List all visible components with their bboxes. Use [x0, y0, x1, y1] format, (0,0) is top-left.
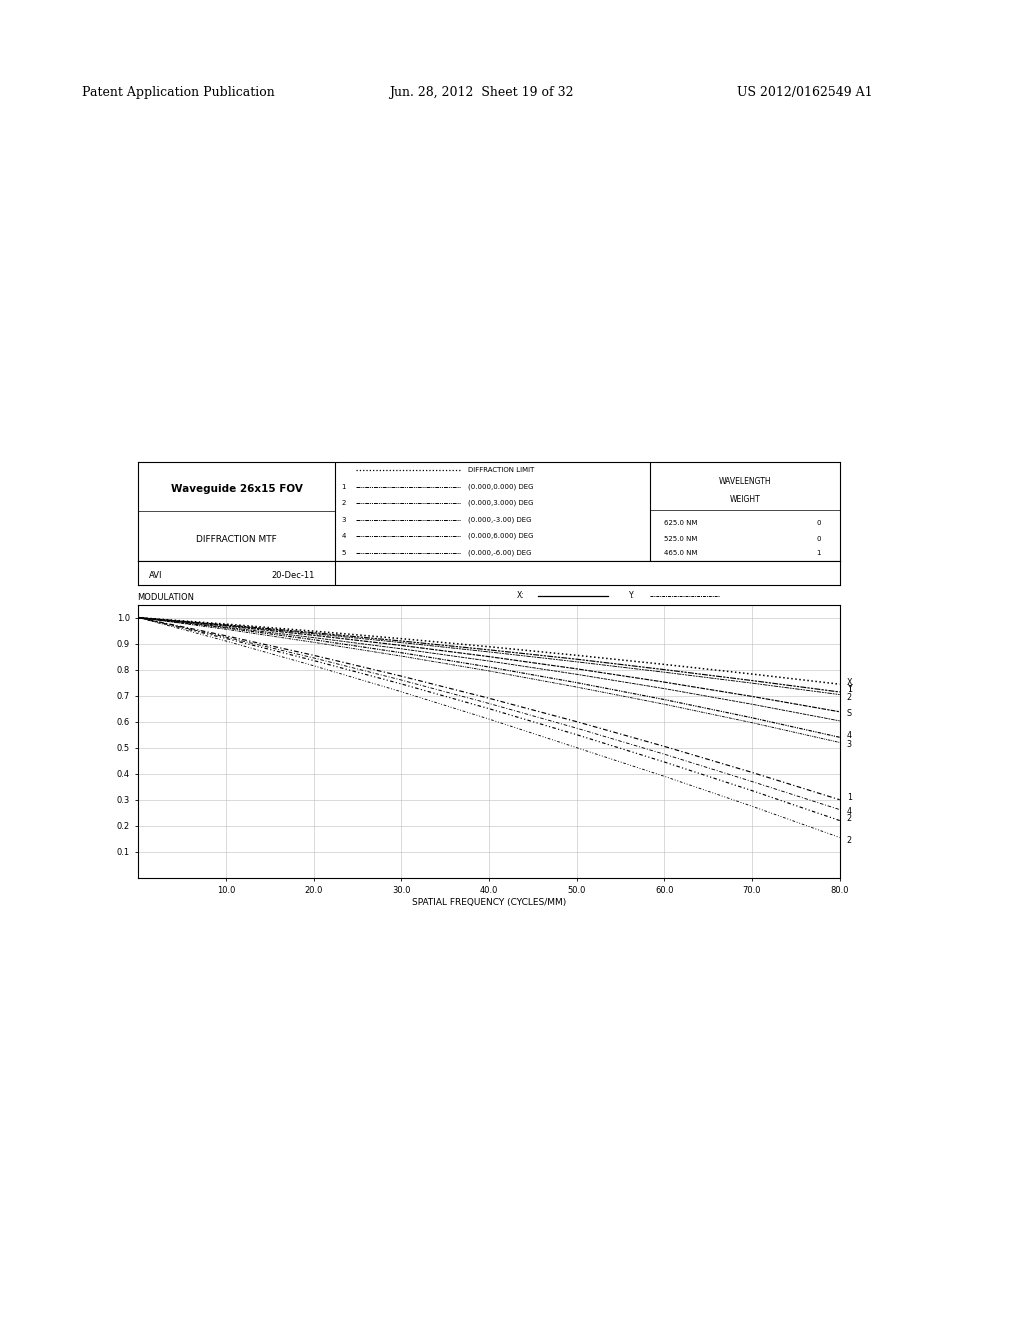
Text: AVI: AVI [148, 570, 162, 579]
Text: 3: 3 [847, 741, 852, 748]
Text: 1: 1 [847, 685, 852, 694]
Text: (0.000,-3.00) DEG: (0.000,-3.00) DEG [468, 516, 531, 523]
Text: Waveguide 26x15 FOV: Waveguide 26x15 FOV [171, 483, 302, 494]
Text: Y: Y [847, 684, 851, 693]
Text: (0.000,-6.00) DEG: (0.000,-6.00) DEG [468, 549, 531, 556]
Text: DIFFRACTION LIMIT: DIFFRACTION LIMIT [468, 467, 535, 474]
Text: (0.000,6.000) DEG: (0.000,6.000) DEG [468, 533, 534, 540]
Text: 1: 1 [816, 550, 821, 556]
Text: 20-Dec-11: 20-Dec-11 [271, 570, 315, 579]
Text: 2: 2 [342, 500, 346, 507]
Text: 1: 1 [847, 793, 852, 803]
Text: 2: 2 [847, 814, 852, 824]
Text: S: S [847, 709, 852, 718]
Text: DIFFRACTION MTF: DIFFRACTION MTF [196, 535, 276, 544]
Text: 3: 3 [342, 516, 346, 523]
Text: 465.0 NM: 465.0 NM [665, 550, 697, 556]
Text: 4: 4 [847, 807, 852, 816]
Text: 0: 0 [816, 520, 821, 527]
Text: 525.0 NM: 525.0 NM [665, 536, 697, 543]
Text: Y:: Y: [629, 591, 635, 601]
Text: 2: 2 [847, 693, 852, 702]
Text: 0: 0 [816, 536, 821, 543]
Text: 2: 2 [847, 836, 852, 845]
Text: 4: 4 [342, 533, 346, 540]
Text: 1: 1 [342, 483, 346, 490]
Text: MODULATION: MODULATION [137, 593, 195, 602]
Text: 4: 4 [847, 731, 852, 739]
Text: WEIGHT: WEIGHT [730, 495, 761, 504]
Text: Patent Application Publication: Patent Application Publication [82, 86, 274, 99]
Text: (0.000,3.000) DEG: (0.000,3.000) DEG [468, 500, 534, 507]
Text: US 2012/0162549 A1: US 2012/0162549 A1 [737, 86, 872, 99]
Text: (0.000,0.000) DEG: (0.000,0.000) DEG [468, 483, 534, 490]
Text: 625.0 NM: 625.0 NM [665, 520, 697, 527]
Text: 5: 5 [342, 549, 346, 556]
X-axis label: SPATIAL FREQUENCY (CYCLES/MM): SPATIAL FREQUENCY (CYCLES/MM) [412, 898, 566, 907]
Text: Jun. 28, 2012  Sheet 19 of 32: Jun. 28, 2012 Sheet 19 of 32 [389, 86, 573, 99]
Text: X:: X: [517, 591, 524, 601]
Text: WAVELENGTH: WAVELENGTH [719, 478, 771, 486]
Text: X: X [847, 677, 852, 686]
